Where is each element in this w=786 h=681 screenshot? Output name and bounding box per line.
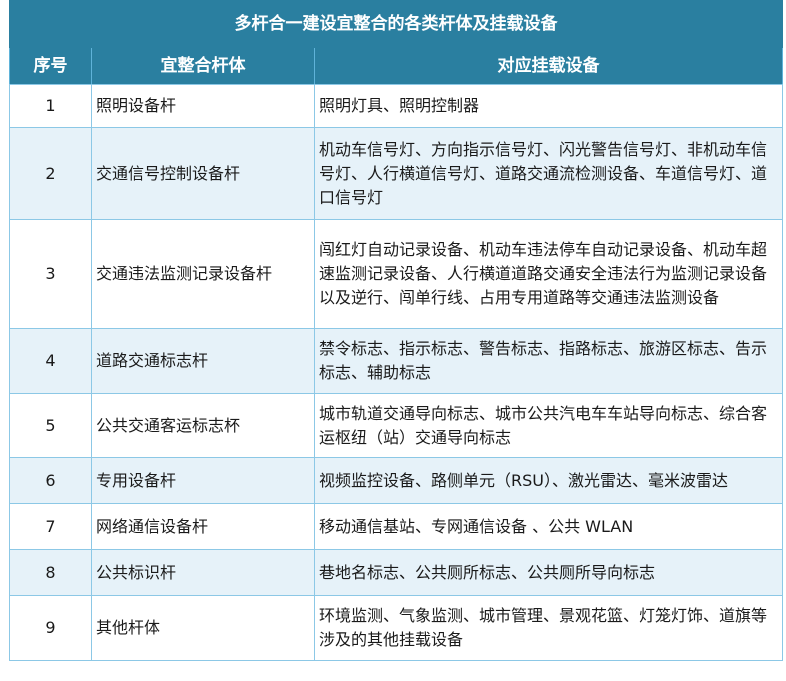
equipment-list: 机动车信号灯、方向指示信号灯、闪光警告信号灯、非机动车信号灯、人行横道信号灯、道… xyxy=(313,127,784,220)
table-row: 9 其他杆体 环境监测、气象监测、城市管理、景观花篮、灯笼灯饰、道旗等涉及的其他挂载… xyxy=(9,595,784,661)
row-number: 1 xyxy=(9,84,92,128)
row-number: 4 xyxy=(9,328,92,394)
table-row: 7 网络通信设备杆 移动通信基站、专网通信设备 、公共 WLAN xyxy=(9,503,784,550)
equipment-list: 巷地名标志、公共厕所标志、公共厕所导向标志 xyxy=(313,549,784,596)
row-number: 3 xyxy=(9,219,92,329)
pole-type: 道路交通标志杆 xyxy=(91,328,315,394)
equipment-list: 视频监控设备、路侧单元（RSU）、激光雷达、毫米波雷达 xyxy=(313,457,784,504)
row-number: 2 xyxy=(9,127,92,220)
pole-type: 网络通信设备杆 xyxy=(91,503,315,550)
equipment-list: 照明灯具、照明控制器 xyxy=(313,84,784,128)
pole-type: 专用设备杆 xyxy=(91,457,315,504)
equipment-list: 闯红灯自动记录设备、机动车违法停车自动记录设备、机动车超速监测记录设备、人行横道… xyxy=(313,219,784,329)
table-row: 6 专用设备杆 视频监控设备、路侧单元（RSU）、激光雷达、毫米波雷达 xyxy=(9,457,784,504)
equipment-list: 城市轨道交通导向标志、城市公共汽电车车站导向标志、综合客运枢纽（站）交通导向标志 xyxy=(313,393,784,458)
row-number: 8 xyxy=(9,549,92,596)
pole-type: 照明设备杆 xyxy=(91,84,315,128)
header-pole: 宜整合杆体 xyxy=(91,47,315,85)
header-equipment: 对应挂载设备 xyxy=(313,47,784,85)
pole-type: 公共交通客运标志杯 xyxy=(91,393,315,458)
pole-equipment-table: 多杆合一建设宜整合的各类杆体及挂载设备 序号 宜整合杆体 对应挂载设备 1 照明设… xyxy=(8,0,784,661)
header-num: 序号 xyxy=(9,47,92,85)
table-row: 8 公共标识杆 巷地名标志、公共厕所标志、公共厕所导向标志 xyxy=(9,549,784,596)
table-row: 3 交通违法监测记录设备杆 闯红灯自动记录设备、机动车违法停车自动记录设备、机动车超… xyxy=(9,219,784,329)
equipment-list: 环境监测、气象监测、城市管理、景观花篮、灯笼灯饰、道旗等涉及的其他挂载设备 xyxy=(313,595,784,661)
table-row: 4 道路交通标志杆 禁令标志、指示标志、警告标志、指路标志、旅游区标志、告示标志、辅… xyxy=(9,328,784,394)
pole-type: 交通信号控制设备杆 xyxy=(91,127,315,220)
table-body: 1 照明设备杆 照明灯具、照明控制器 2 交通信号控制设备杆 机动车信号灯、方向指示信号灯… xyxy=(9,84,784,661)
table-row: 1 照明设备杆 照明灯具、照明控制器 xyxy=(9,84,784,128)
pole-type: 公共标识杆 xyxy=(91,549,315,596)
row-number: 9 xyxy=(9,595,92,661)
table-row: 5 公共交通客运标志杯 城市轨道交通导向标志、城市公共汽电车车站导向标志、综合客运枢… xyxy=(9,393,784,458)
pole-type: 交通违法监测记录设备杆 xyxy=(91,219,315,329)
table-title: 多杆合一建设宜整合的各类杆体及挂载设备 xyxy=(8,0,784,48)
row-number: 7 xyxy=(9,503,92,550)
equipment-list: 移动通信基站、专网通信设备 、公共 WLAN xyxy=(313,503,784,550)
pole-type: 其他杆体 xyxy=(91,595,315,661)
row-number: 5 xyxy=(9,393,92,458)
equipment-list: 禁令标志、指示标志、警告标志、指路标志、旅游区标志、告示标志、辅助标志 xyxy=(313,328,784,394)
table-row: 2 交通信号控制设备杆 机动车信号灯、方向指示信号灯、闪光警告信号灯、非机动车信号灯… xyxy=(9,127,784,220)
row-number: 6 xyxy=(9,457,92,504)
